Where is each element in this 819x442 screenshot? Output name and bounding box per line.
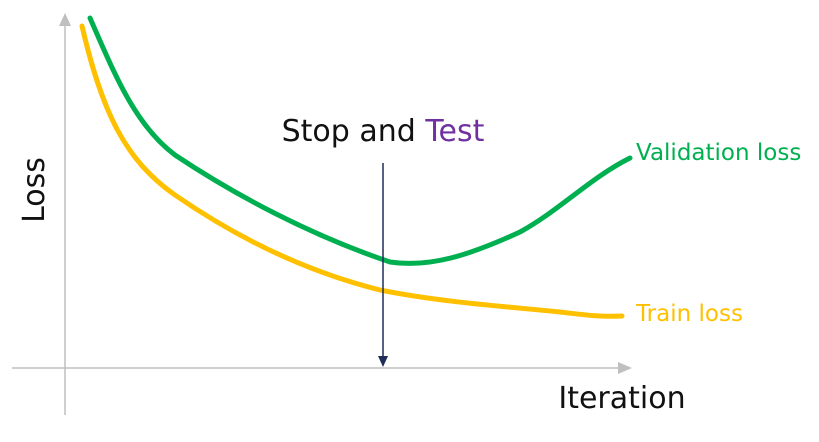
stop-and-test-annotation: Stop and Test: [282, 114, 485, 149]
x-axis-label: Iteration: [558, 381, 685, 416]
validation-loss-label: Validation loss: [636, 140, 801, 166]
validation-loss-curve: [87, 15, 633, 266]
stop-arrowhead: [378, 356, 388, 367]
train-loss-label: Train loss: [635, 301, 743, 327]
train-loss-curve: [79, 23, 625, 319]
x-axis-arrowhead: [618, 362, 632, 374]
y-axis-arrowhead: [59, 13, 71, 26]
annotation-prefix: Stop and: [282, 114, 426, 149]
y-axis-label: Loss: [17, 157, 52, 223]
annotation-highlight: Test: [424, 114, 484, 149]
